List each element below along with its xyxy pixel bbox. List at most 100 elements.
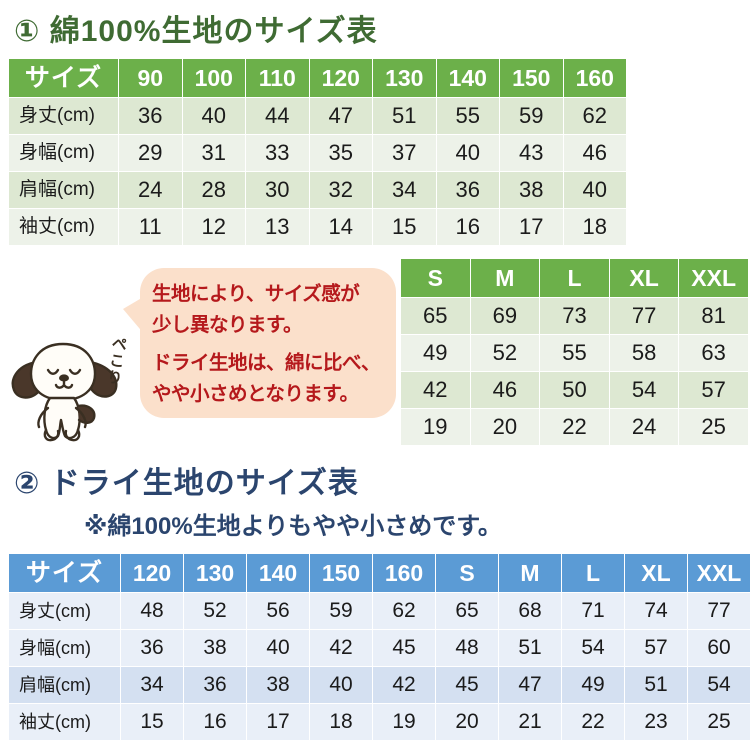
cotton-adult-size-table: S M L XL XXL 65 69 73 77 81 49 52 55 58 … xyxy=(400,258,749,446)
cell: 48 xyxy=(435,629,499,667)
header-cell-140: 140 xyxy=(435,58,500,98)
cell: 35 xyxy=(308,134,373,172)
cell: 56 xyxy=(246,592,310,630)
cell: 81 xyxy=(678,297,749,335)
section-one-title: ① 綿100%生地のサイズ表 xyxy=(14,15,378,48)
cell: 36 xyxy=(118,97,183,135)
cell: 31 xyxy=(181,134,246,172)
speech-bubble-tail xyxy=(123,296,145,335)
cell: 71 xyxy=(561,592,625,630)
table-row: 肩幅(cm) 34 36 38 40 42 45 47 49 51 54 xyxy=(8,666,751,704)
cell: 34 xyxy=(120,666,184,704)
cell: 55 xyxy=(435,97,500,135)
cell: 22 xyxy=(539,408,610,446)
cell: 38 xyxy=(246,666,310,704)
cell: 47 xyxy=(308,97,373,135)
cell: 15 xyxy=(372,208,437,246)
cell: 20 xyxy=(469,408,541,446)
cell: 30 xyxy=(245,171,310,209)
row-label: 肩幅(cm) xyxy=(8,171,119,209)
header-cell-size-label: サイズ xyxy=(8,58,119,98)
table-row: 袖丈(cm) 11 12 13 14 15 16 17 18 xyxy=(8,208,627,246)
cell: 42 xyxy=(309,629,373,667)
cell: 15 xyxy=(120,703,184,741)
cell: 77 xyxy=(608,297,680,335)
cell: 52 xyxy=(469,334,541,372)
header-cell-140: 140 xyxy=(246,553,310,593)
cell: 59 xyxy=(499,97,564,135)
cell: 24 xyxy=(118,171,183,209)
cell: 45 xyxy=(372,629,436,667)
cell: 17 xyxy=(499,208,564,246)
cell: 36 xyxy=(183,666,247,704)
bubble-line-1: 生地により、サイズ感が xyxy=(152,283,360,305)
table-row: 身幅(cm) 36 38 40 42 45 48 51 54 57 60 xyxy=(8,629,751,667)
header-cell-xxl: XXL xyxy=(687,553,751,593)
header-cell-130: 130 xyxy=(372,58,437,98)
cell: 46 xyxy=(562,134,627,172)
bubble-line-2: 少し異なります。 xyxy=(152,314,303,336)
cell: 36 xyxy=(435,171,500,209)
table-row: 身幅(cm) 29 31 33 35 37 40 43 46 xyxy=(8,134,627,172)
cell: 13 xyxy=(245,208,310,246)
cell: 40 xyxy=(181,97,246,135)
cell: 59 xyxy=(309,592,373,630)
row-label: 身丈(cm) xyxy=(8,97,119,135)
cell: 11 xyxy=(118,208,183,246)
header-cell-120: 120 xyxy=(120,553,184,593)
cell: 57 xyxy=(624,629,688,667)
cell: 54 xyxy=(608,371,680,409)
cell: 73 xyxy=(539,297,610,335)
cell: 40 xyxy=(435,134,500,172)
cell: 19 xyxy=(400,408,471,446)
header-cell-90: 90 xyxy=(118,58,183,98)
cell: 36 xyxy=(120,629,184,667)
header-cell-160: 160 xyxy=(372,553,436,593)
cell: 28 xyxy=(181,171,246,209)
cell: 38 xyxy=(183,629,247,667)
table-header-row: S M L XL XXL xyxy=(400,258,749,298)
header-cell-s: S xyxy=(400,258,471,298)
cell: 29 xyxy=(118,134,183,172)
cell: 51 xyxy=(372,97,437,135)
cell: 74 xyxy=(624,592,688,630)
cell: 69 xyxy=(469,297,541,335)
cell: 25 xyxy=(678,408,749,446)
cell: 60 xyxy=(687,629,751,667)
cell: 25 xyxy=(687,703,751,741)
header-cell-160: 160 xyxy=(562,58,627,98)
table-row: 19 20 22 24 25 xyxy=(400,408,749,446)
cell: 40 xyxy=(562,171,627,209)
row-label: 身幅(cm) xyxy=(8,134,119,172)
table-row: 49 52 55 58 63 xyxy=(400,334,749,372)
cell: 18 xyxy=(562,208,627,246)
cell: 40 xyxy=(309,666,373,704)
cell: 43 xyxy=(499,134,564,172)
header-cell-m: M xyxy=(469,258,541,298)
cell: 46 xyxy=(469,371,541,409)
table-row: 65 69 73 77 81 xyxy=(400,297,749,335)
cell: 33 xyxy=(245,134,310,172)
cell: 38 xyxy=(499,171,564,209)
cell: 65 xyxy=(435,592,499,630)
header-cell-xl: XL xyxy=(608,258,680,298)
table-row: 身丈(cm) 48 52 56 59 62 65 68 71 74 77 xyxy=(8,592,751,630)
section-two-title: ② ドライ生地のサイズ表 xyxy=(14,467,359,500)
cell: 12 xyxy=(181,208,246,246)
header-cell-110: 110 xyxy=(245,58,310,98)
header-cell-120: 120 xyxy=(308,58,373,98)
dry-fabric-size-table: サイズ 120 130 140 150 160 S M L XL XXL 身丈(… xyxy=(8,553,751,741)
cotton-kids-size-table: サイズ 90 100 110 120 130 140 150 160 身丈(cm… xyxy=(8,58,627,246)
section-two-subtitle: ※綿100%生地よりもやや小さめです。 xyxy=(84,513,502,540)
cell: 23 xyxy=(624,703,688,741)
row-label: 身幅(cm) xyxy=(8,629,121,667)
cell: 47 xyxy=(498,666,562,704)
cell: 44 xyxy=(245,97,310,135)
header-cell-130: 130 xyxy=(183,553,247,593)
cell: 52 xyxy=(183,592,247,630)
cell: 50 xyxy=(539,371,610,409)
table-row: 42 46 50 54 57 xyxy=(400,371,749,409)
cell: 17 xyxy=(246,703,310,741)
cell: 40 xyxy=(246,629,310,667)
header-cell-s: S xyxy=(435,553,499,593)
